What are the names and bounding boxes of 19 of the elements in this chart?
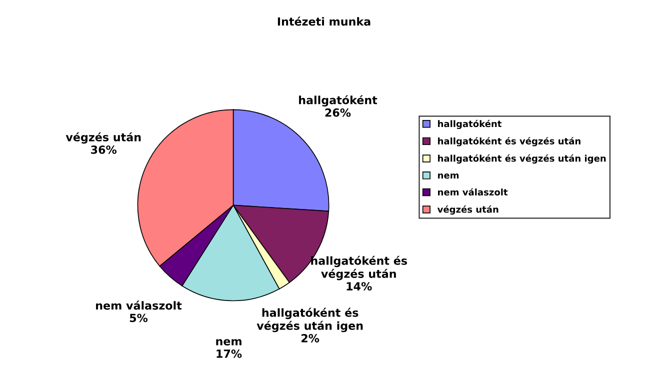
slice-label: nem válaszolt	[96, 300, 182, 310]
legend-label: nem válaszolt	[438, 188, 508, 196]
data-label: 17%	[216, 349, 242, 358]
chart-title: Intézeti munka	[278, 16, 370, 26]
data-label: 14%	[346, 282, 372, 290]
slice-label: hallgatóként	[299, 95, 378, 107]
legend-label: hallgatóként és végzés után	[438, 137, 580, 146]
legend-label: hallgatóként	[438, 120, 502, 129]
slice-label: végzés után	[66, 132, 141, 144]
slice-label: nem	[216, 339, 242, 346]
data-label: 26%	[325, 108, 351, 117]
legend-label: hallgatóként és végzés után igen	[438, 154, 606, 164]
legend-label: nem	[438, 174, 459, 179]
data-label: 36%	[91, 145, 117, 154]
slice-label: hallgatóként és végzés után	[311, 256, 407, 280]
legend-label: végzés után	[437, 205, 498, 215]
data-label: 5%	[130, 314, 148, 322]
data-label: 2%	[302, 334, 320, 342]
slice-label: hallgatóként és végzés után igen	[256, 308, 363, 332]
